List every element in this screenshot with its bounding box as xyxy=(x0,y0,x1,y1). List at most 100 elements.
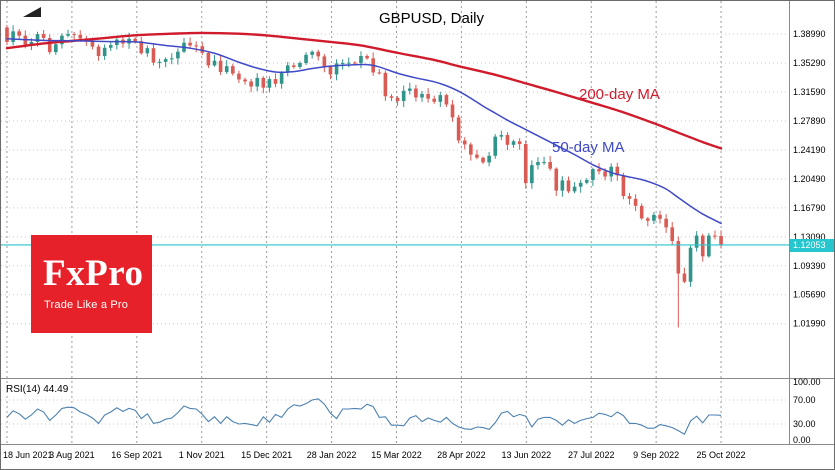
y-axis-label: 1.35290 xyxy=(793,58,826,68)
candle-body xyxy=(66,34,70,36)
candle-body xyxy=(273,79,278,84)
candle-body xyxy=(603,171,607,177)
y-axis-label: 1.05690 xyxy=(793,290,826,300)
candle-body xyxy=(328,66,333,75)
candle-body xyxy=(188,42,192,46)
candle-body xyxy=(279,72,284,84)
candle-body xyxy=(169,58,174,60)
candle-body xyxy=(481,157,485,163)
candle-body xyxy=(102,47,107,57)
candle-body xyxy=(316,51,321,57)
x-axis-label: 15 Dec 2021 xyxy=(241,450,292,460)
candle-body xyxy=(609,166,613,177)
candle-body xyxy=(47,38,52,53)
ma50-label: 50-day MA xyxy=(552,139,625,156)
candle-body xyxy=(11,31,15,42)
candle-body xyxy=(414,88,418,98)
candle-body xyxy=(255,77,260,87)
x-axis-label: 1 Nov 2021 xyxy=(179,450,225,460)
candle-body xyxy=(475,154,479,158)
y-axis-label: 1.20490 xyxy=(793,174,826,184)
candle-body xyxy=(700,235,705,257)
trendline-marker-icon xyxy=(23,7,41,17)
candle-body xyxy=(591,169,595,181)
x-axis-label: 18 Jun 2021 xyxy=(3,450,53,460)
candle-body xyxy=(35,34,40,42)
current-price-tag: 1.12053 xyxy=(790,238,834,252)
candle-body xyxy=(54,44,58,53)
candle-body xyxy=(151,48,156,63)
candle-body xyxy=(469,144,473,155)
candle-body xyxy=(267,79,272,88)
candle-body xyxy=(359,56,363,64)
candle-body xyxy=(670,227,675,242)
candle-body xyxy=(298,63,302,67)
candle-body xyxy=(96,46,101,57)
candle-body xyxy=(383,72,388,97)
ma50-line xyxy=(6,38,722,225)
candle-body xyxy=(462,140,467,145)
candle-body xyxy=(401,90,406,102)
x-axis-label: 9 Sep 2022 xyxy=(633,450,679,460)
candle-body xyxy=(78,34,83,39)
candle-body xyxy=(432,98,437,102)
candle-body xyxy=(707,235,711,257)
candle-body xyxy=(340,63,345,65)
candle-body xyxy=(487,155,491,163)
candle-body xyxy=(499,135,504,137)
candle-body xyxy=(578,182,583,187)
candle-body xyxy=(713,235,717,237)
candle-body xyxy=(536,162,540,166)
candle-body xyxy=(200,46,205,53)
candle-body xyxy=(304,54,308,64)
candle-body xyxy=(407,88,412,91)
candle-body xyxy=(548,162,552,169)
candle-body xyxy=(365,56,369,59)
candle-body xyxy=(493,136,498,156)
candle-body xyxy=(719,235,723,245)
x-axis-label: 28 Jan 2022 xyxy=(307,450,357,460)
candle-body xyxy=(249,81,253,87)
y-axis-label: 1.31590 xyxy=(793,87,826,97)
candle-body xyxy=(163,59,168,62)
candle-body xyxy=(212,60,217,66)
y-axis-label: 1.24190 xyxy=(793,145,826,155)
candle-body xyxy=(41,34,46,39)
candle-body xyxy=(310,51,314,55)
candle-body xyxy=(5,27,9,42)
y-axis-label: 1.16790 xyxy=(793,203,826,213)
candle-body xyxy=(395,97,400,102)
candle-body xyxy=(517,141,522,145)
ma200-label: 200-day MA xyxy=(579,86,660,103)
candle-body xyxy=(206,52,211,66)
candle-body xyxy=(646,218,650,221)
candle-body xyxy=(652,214,656,221)
rsi-axis-label: 70.00 xyxy=(793,395,816,405)
rsi-axis-label: 0.00 xyxy=(793,435,811,445)
candle-body xyxy=(658,214,662,219)
x-axis-label: 3 Aug 2021 xyxy=(49,450,95,460)
candle-body xyxy=(560,180,565,191)
candle-body xyxy=(420,93,424,98)
candle-body xyxy=(444,95,449,105)
candle-body xyxy=(688,247,693,282)
y-axis-label: 1.38990 xyxy=(793,29,826,39)
candle-body xyxy=(176,51,180,59)
candle-body xyxy=(231,66,235,74)
candle-body xyxy=(566,180,571,192)
x-axis-label: 27 Jul 2022 xyxy=(568,450,615,460)
candle-body xyxy=(554,168,559,191)
candle-body xyxy=(261,77,266,88)
candle-body xyxy=(572,186,577,192)
candle-body xyxy=(72,34,76,36)
candle-body xyxy=(621,175,626,197)
x-axis-label: 28 Apr 2022 xyxy=(437,450,486,460)
y-axis-label: 1.01990 xyxy=(793,319,826,329)
candle-body xyxy=(682,273,687,282)
candle-body xyxy=(377,72,382,74)
y-axis-label: 1.13090 xyxy=(793,232,826,242)
candle-body xyxy=(530,165,534,184)
candle-body xyxy=(584,180,589,183)
candle-body xyxy=(676,241,681,274)
x-axis-label: 15 Mar 2022 xyxy=(371,450,422,460)
